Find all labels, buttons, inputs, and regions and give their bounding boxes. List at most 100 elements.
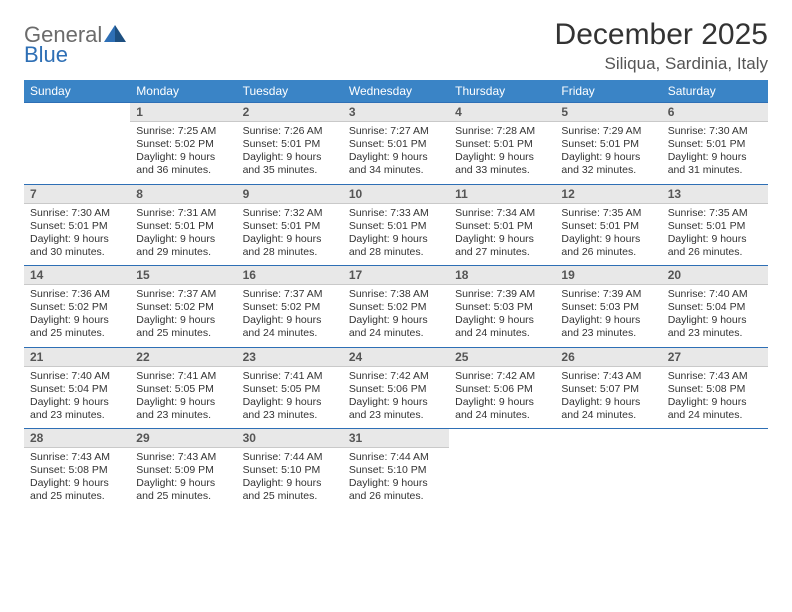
day-info-line: Daylight: 9 hours bbox=[455, 233, 549, 246]
day-content-row: Sunrise: 7:36 AMSunset: 5:02 PMDaylight:… bbox=[24, 285, 768, 348]
day-info-line: Daylight: 9 hours bbox=[349, 396, 443, 409]
day-info-line: Daylight: 9 hours bbox=[30, 477, 124, 490]
day-info-line: Daylight: 9 hours bbox=[561, 314, 655, 327]
day-cell: Sunrise: 7:34 AMSunset: 5:01 PMDaylight:… bbox=[449, 203, 555, 266]
day-cell: Sunrise: 7:28 AMSunset: 5:01 PMDaylight:… bbox=[449, 122, 555, 185]
day-cell bbox=[449, 448, 555, 510]
day-number-row: 14151617181920 bbox=[24, 266, 768, 285]
day-info-line: Daylight: 9 hours bbox=[455, 151, 549, 164]
day-number bbox=[449, 429, 555, 448]
day-cell bbox=[24, 122, 130, 185]
day-cell bbox=[662, 448, 768, 510]
day-info-line: and 24 minutes. bbox=[455, 409, 549, 422]
day-cell: Sunrise: 7:33 AMSunset: 5:01 PMDaylight:… bbox=[343, 203, 449, 266]
day-info-line: Sunset: 5:02 PM bbox=[136, 301, 230, 314]
day-cell: Sunrise: 7:43 AMSunset: 5:08 PMDaylight:… bbox=[24, 448, 130, 510]
day-info-line: Daylight: 9 hours bbox=[349, 233, 443, 246]
day-info-line: Sunrise: 7:37 AM bbox=[136, 288, 230, 301]
calendar-table: SundayMondayTuesdayWednesdayThursdayFrid… bbox=[24, 80, 768, 510]
day-number: 25 bbox=[449, 347, 555, 366]
day-info-line: and 25 minutes. bbox=[243, 490, 337, 503]
day-number: 15 bbox=[130, 266, 236, 285]
day-info-line: Daylight: 9 hours bbox=[455, 396, 549, 409]
day-content-row: Sunrise: 7:40 AMSunset: 5:04 PMDaylight:… bbox=[24, 366, 768, 429]
day-info-line: and 23 minutes. bbox=[561, 327, 655, 340]
day-cell: Sunrise: 7:38 AMSunset: 5:02 PMDaylight:… bbox=[343, 285, 449, 348]
day-info-line: Sunrise: 7:26 AM bbox=[243, 125, 337, 138]
day-info-line: Daylight: 9 hours bbox=[243, 314, 337, 327]
day-info-line: and 35 minutes. bbox=[243, 164, 337, 177]
month-title: December 2025 bbox=[555, 18, 768, 52]
day-number: 29 bbox=[130, 429, 236, 448]
day-number: 1 bbox=[130, 103, 236, 122]
day-info-line: Sunset: 5:01 PM bbox=[455, 138, 549, 151]
title-block: December 2025 Siliqua, Sardinia, Italy bbox=[555, 18, 768, 74]
day-cell: Sunrise: 7:30 AMSunset: 5:01 PMDaylight:… bbox=[662, 122, 768, 185]
day-number: 13 bbox=[662, 184, 768, 203]
day-cell: Sunrise: 7:43 AMSunset: 5:08 PMDaylight:… bbox=[662, 366, 768, 429]
day-info-line: Sunrise: 7:43 AM bbox=[561, 370, 655, 383]
day-info-line: Sunrise: 7:29 AM bbox=[561, 125, 655, 138]
day-cell: Sunrise: 7:30 AMSunset: 5:01 PMDaylight:… bbox=[24, 203, 130, 266]
day-header: Friday bbox=[555, 80, 661, 103]
day-header: Thursday bbox=[449, 80, 555, 103]
day-info-line: and 24 minutes. bbox=[561, 409, 655, 422]
day-info-line: Daylight: 9 hours bbox=[349, 477, 443, 490]
day-number: 22 bbox=[130, 347, 236, 366]
day-number-row: 21222324252627 bbox=[24, 347, 768, 366]
day-info-line: Sunset: 5:01 PM bbox=[561, 220, 655, 233]
day-info-line: Sunset: 5:01 PM bbox=[349, 220, 443, 233]
day-number: 6 bbox=[662, 103, 768, 122]
day-info-line: and 28 minutes. bbox=[349, 246, 443, 259]
day-info-line: and 34 minutes. bbox=[349, 164, 443, 177]
day-info-line: Daylight: 9 hours bbox=[136, 314, 230, 327]
day-number bbox=[662, 429, 768, 448]
day-number bbox=[555, 429, 661, 448]
day-info-line: Sunset: 5:09 PM bbox=[136, 464, 230, 477]
day-number: 21 bbox=[24, 347, 130, 366]
day-number: 28 bbox=[24, 429, 130, 448]
day-info-line: Sunrise: 7:42 AM bbox=[455, 370, 549, 383]
day-cell: Sunrise: 7:26 AMSunset: 5:01 PMDaylight:… bbox=[237, 122, 343, 185]
logo-text-blue: Blue bbox=[24, 42, 68, 67]
day-number bbox=[24, 103, 130, 122]
day-info-line: Sunrise: 7:36 AM bbox=[30, 288, 124, 301]
day-info-line: Sunset: 5:08 PM bbox=[30, 464, 124, 477]
day-info-line: Sunrise: 7:31 AM bbox=[136, 207, 230, 220]
day-info-line: Sunrise: 7:33 AM bbox=[349, 207, 443, 220]
calendar-page: General December 2025 Siliqua, Sardinia,… bbox=[0, 0, 792, 612]
day-info-line: Daylight: 9 hours bbox=[561, 396, 655, 409]
day-info-line: Daylight: 9 hours bbox=[243, 477, 337, 490]
day-info-line: Sunset: 5:02 PM bbox=[30, 301, 124, 314]
day-number: 8 bbox=[130, 184, 236, 203]
day-info-line: and 27 minutes. bbox=[455, 246, 549, 259]
day-content-row: Sunrise: 7:25 AMSunset: 5:02 PMDaylight:… bbox=[24, 122, 768, 185]
day-info-line: Sunrise: 7:44 AM bbox=[243, 451, 337, 464]
day-cell: Sunrise: 7:42 AMSunset: 5:06 PMDaylight:… bbox=[449, 366, 555, 429]
day-info-line: Daylight: 9 hours bbox=[30, 396, 124, 409]
day-number: 7 bbox=[24, 184, 130, 203]
day-cell: Sunrise: 7:27 AMSunset: 5:01 PMDaylight:… bbox=[343, 122, 449, 185]
day-info-line: and 25 minutes. bbox=[30, 327, 124, 340]
day-info-line: Sunrise: 7:43 AM bbox=[668, 370, 762, 383]
day-info-line: Daylight: 9 hours bbox=[561, 233, 655, 246]
day-info-line: Daylight: 9 hours bbox=[243, 233, 337, 246]
day-info-line: and 36 minutes. bbox=[136, 164, 230, 177]
day-info-line: and 26 minutes. bbox=[349, 490, 443, 503]
day-cell: Sunrise: 7:39 AMSunset: 5:03 PMDaylight:… bbox=[555, 285, 661, 348]
day-info-line: Sunset: 5:01 PM bbox=[455, 220, 549, 233]
day-cell: Sunrise: 7:44 AMSunset: 5:10 PMDaylight:… bbox=[237, 448, 343, 510]
day-info-line: and 29 minutes. bbox=[136, 246, 230, 259]
day-info-line: and 25 minutes. bbox=[136, 327, 230, 340]
day-number: 11 bbox=[449, 184, 555, 203]
day-cell: Sunrise: 7:42 AMSunset: 5:06 PMDaylight:… bbox=[343, 366, 449, 429]
day-info-line: and 24 minutes. bbox=[455, 327, 549, 340]
day-info-line: and 24 minutes. bbox=[243, 327, 337, 340]
day-info-line: Sunrise: 7:28 AM bbox=[455, 125, 549, 138]
day-cell: Sunrise: 7:39 AMSunset: 5:03 PMDaylight:… bbox=[449, 285, 555, 348]
day-info-line: Daylight: 9 hours bbox=[668, 233, 762, 246]
day-info-line: Sunrise: 7:30 AM bbox=[30, 207, 124, 220]
day-info-line: and 28 minutes. bbox=[243, 246, 337, 259]
day-cell: Sunrise: 7:35 AMSunset: 5:01 PMDaylight:… bbox=[662, 203, 768, 266]
day-number: 9 bbox=[237, 184, 343, 203]
